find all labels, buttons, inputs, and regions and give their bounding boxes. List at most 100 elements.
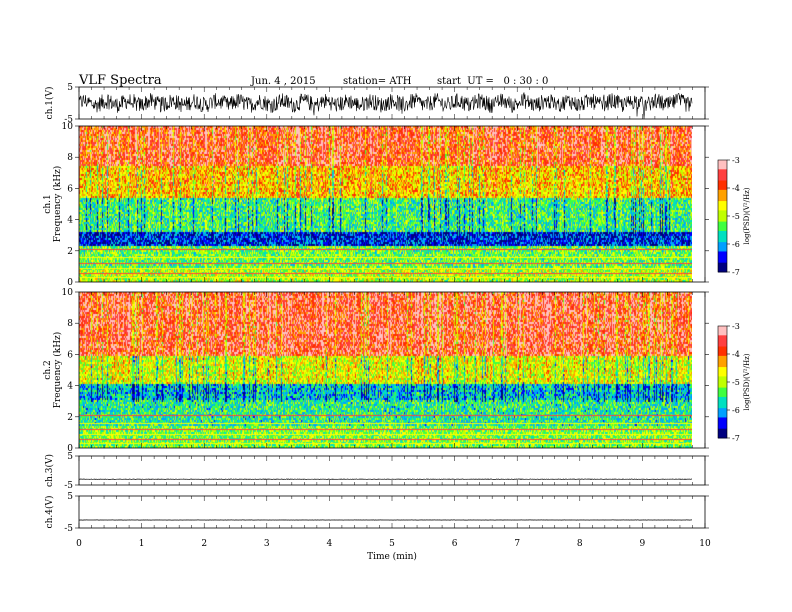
x-axis-label: Time (min) <box>367 551 417 562</box>
ch1-colorbar-swatch <box>718 165 727 168</box>
ch1-colorbar-swatch <box>718 202 727 206</box>
ch1-colorbar-swatch <box>718 229 727 232</box>
ch1-colorbar-swatch <box>718 201 727 204</box>
y-tick-label: 5 <box>67 452 73 462</box>
ch2-colorbar-swatch <box>718 348 727 351</box>
ch1-colorbar-swatch <box>718 258 727 262</box>
ch1-colorbar-swatch <box>718 171 727 174</box>
x-tick-label: 3 <box>264 539 270 549</box>
colorbar-tick-label: -7 <box>732 268 740 277</box>
ch1-colorbar-swatch <box>718 161 727 165</box>
ch2-colorbar-swatch <box>718 342 727 346</box>
ch2-colorbar-swatch <box>718 396 727 400</box>
colorbar-tick-label: -5 <box>732 212 740 221</box>
ch2-colorbar-swatch <box>718 432 727 435</box>
ch2-colorbar-swatch <box>718 415 727 418</box>
ch2-colorbar-swatch <box>718 335 727 338</box>
ch2-colorbar-swatch <box>718 378 727 381</box>
ch1-colorbar-swatch <box>718 178 727 182</box>
ch1-colorbar-swatch <box>718 173 727 176</box>
plot-panels <box>78 92 727 521</box>
ch2-colorbar-swatch <box>718 374 727 377</box>
ch2-colorbar-swatch <box>718 385 727 389</box>
y-tick-label: 8 <box>67 319 73 329</box>
ch2-colorbar-swatch <box>718 434 727 437</box>
ch2-colorbar-swatch <box>718 411 727 415</box>
colorbar-tick-label: -4 <box>732 350 740 359</box>
y-tick-label: 5 <box>67 492 73 502</box>
x-tick-label: 2 <box>201 539 207 549</box>
ch1-colorbar-swatch <box>718 242 727 245</box>
ch2-colorbar-swatch <box>718 352 727 355</box>
ch2-colorbar-swatch <box>718 363 727 366</box>
ch1-colorbar-swatch <box>718 266 727 269</box>
y-tick-label: 5 <box>67 83 73 93</box>
ch2-colorbar-swatch <box>718 344 727 348</box>
x-tick-label: 1 <box>139 539 145 549</box>
ch1-colorbar-swatch <box>718 236 727 239</box>
ch2-colorbar-swatch <box>718 333 727 336</box>
ch2-colorbar-swatch <box>718 361 727 364</box>
ch2-colorbar-swatch <box>718 393 727 396</box>
ch2-colorbar-swatch <box>718 423 727 426</box>
ch2-colorbar-swatch <box>718 395 727 398</box>
ch1-colorbar-swatch <box>718 221 727 224</box>
y-tick-label: 0 <box>67 444 73 454</box>
ch2-colorbar-swatch <box>718 382 727 385</box>
ch2-colorbar-swatch <box>718 413 727 417</box>
ch2-colorbar-swatch <box>718 350 727 353</box>
ch1-colorbar-swatch <box>718 182 727 185</box>
ch1-colorbar-swatch <box>718 206 727 210</box>
y-tick-label: 10 <box>62 122 74 132</box>
ch2-colorbar-swatch <box>718 430 727 433</box>
y-tick-label: -5 <box>64 115 73 125</box>
colorbar-tick-label: -3 <box>732 156 740 165</box>
ch4-waveform-ylabel: ch.4(V) <box>44 496 55 529</box>
ch1-colorbar-swatch <box>718 260 727 264</box>
ch2-colorbar-swatch <box>718 410 727 413</box>
ch1-colorbar-swatch <box>718 225 727 228</box>
ch1-colorbar-swatch <box>718 245 727 249</box>
ch2-colorbar-swatch <box>718 428 727 432</box>
ch1-colorbar-swatch <box>718 219 727 223</box>
ch2-colorbar-swatch <box>718 406 727 409</box>
x-tick-label: 5 <box>389 539 395 549</box>
y-tick-label: -5 <box>64 481 73 491</box>
ch1-colorbar-swatch <box>718 212 727 215</box>
ch1-colorbar-swatch <box>718 208 727 211</box>
chart-title: VLF Spectra <box>79 73 162 88</box>
ch2-colorbar-swatch <box>718 357 727 361</box>
ch2-spectrogram-ylabel: Frequency (kHz) <box>52 332 63 409</box>
ch2-colorbar-swatch <box>718 346 727 349</box>
ch3-waveform-ylabel: ch.3(V) <box>44 454 55 487</box>
y-tick-label: 6 <box>67 350 73 360</box>
ch2-colorbar-swatch <box>718 329 727 333</box>
ch1-colorbar-swatch <box>718 217 727 221</box>
y-tick-label: 4 <box>67 216 73 226</box>
ch2-colorbar-swatch <box>718 327 727 331</box>
ch1-colorbar-swatch <box>718 244 727 247</box>
panel-frames <box>75 86 730 529</box>
ch1-colorbar-swatch <box>718 199 727 202</box>
ch1-spectrogram-image <box>79 126 692 282</box>
ch2-colorbar-swatch <box>718 398 727 402</box>
ch2-colorbar-swatch <box>718 340 727 344</box>
x-tick-label: 10 <box>699 539 711 549</box>
ch1-colorbar-swatch <box>718 268 727 271</box>
colorbar-tick-label: -7 <box>732 434 740 443</box>
colorbar-tick-label: -3 <box>732 322 740 331</box>
ch1-colorbar-swatch <box>718 184 727 187</box>
ch1-spectrogram-channel-label: ch.1 <box>43 194 53 213</box>
ch1-colorbar-swatch <box>718 230 727 234</box>
colorbar-tick-label: -6 <box>732 240 740 249</box>
ch1-colorbar-swatch <box>718 191 727 195</box>
ch2-colorbar-swatch <box>718 391 727 394</box>
ch1-colorbar-swatch <box>718 216 727 219</box>
colorbar-tick-label: -4 <box>732 184 740 193</box>
ch1-colorbar-swatch <box>718 167 727 170</box>
ch2-colorbar-swatch <box>718 355 727 359</box>
ch2-colorbar-swatch <box>718 337 727 340</box>
ch1-colorbar-swatch <box>718 247 727 251</box>
ch1-colorbar-swatch <box>718 197 727 200</box>
